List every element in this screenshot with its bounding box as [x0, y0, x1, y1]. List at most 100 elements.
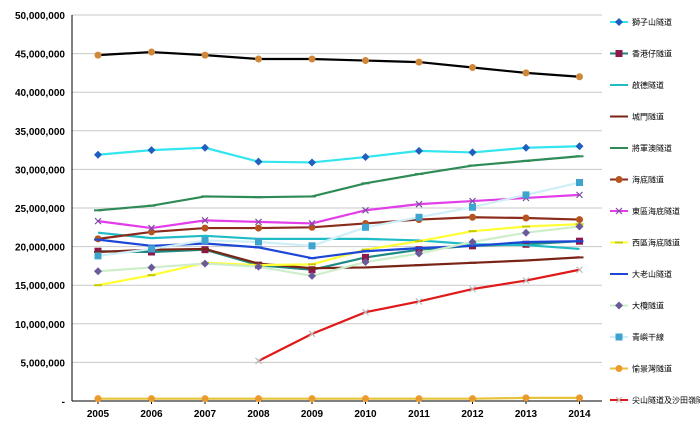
x-tick-label: 2007 — [194, 409, 217, 420]
legend-marker — [615, 50, 623, 57]
legend-label: 將軍澳隧道 — [632, 143, 672, 153]
series-line — [97, 155, 580, 212]
data-point — [469, 63, 476, 71]
data-point — [308, 158, 316, 167]
data-point — [468, 148, 477, 157]
data-point — [255, 238, 262, 246]
legend-label: 青嶼干線 — [632, 332, 664, 342]
legend-label: 西區海底隧道 — [632, 238, 680, 248]
data-point — [522, 277, 530, 284]
data-point — [362, 223, 369, 231]
x-tick-label: 2011 — [408, 409, 430, 420]
series-4 — [94, 247, 584, 270]
data-point — [201, 395, 209, 403]
data-point — [361, 153, 370, 162]
legend-item: 尖山隧道及沙田嶺隧道 — [610, 395, 700, 405]
legend-marker — [615, 365, 623, 372]
x-tick-label: 2009 — [301, 409, 324, 420]
legend-marker — [615, 396, 623, 404]
data-point — [522, 214, 530, 222]
legend-label: 東區海底隧道 — [632, 206, 680, 216]
series-line — [97, 223, 580, 287]
data-point — [255, 357, 262, 365]
data-point — [148, 224, 155, 232]
series-14 — [94, 48, 583, 81]
data-point — [255, 395, 262, 403]
data-point — [201, 259, 209, 268]
series-13 — [255, 266, 583, 365]
series-6 — [94, 213, 583, 243]
data-point — [362, 395, 369, 403]
plot-area — [94, 48, 584, 403]
data-point — [254, 262, 263, 271]
legend-marker — [615, 207, 623, 215]
data-point — [308, 271, 316, 280]
series-11 — [94, 179, 583, 260]
data-point — [468, 237, 477, 246]
data-point — [94, 252, 102, 260]
data-point — [361, 258, 370, 267]
data-point — [201, 236, 209, 244]
series-5 — [94, 155, 584, 212]
legend-item: 東區海底隧道 — [610, 206, 680, 216]
data-point — [147, 146, 156, 155]
data-point — [415, 249, 423, 258]
data-point — [469, 213, 476, 221]
legend-label: 尖山隧道及沙田嶺隧道 — [632, 395, 700, 405]
series-line — [97, 247, 580, 270]
x-tick-label: 2008 — [247, 409, 270, 420]
data-point — [254, 157, 263, 166]
y-tick-label: - — [62, 397, 65, 408]
series-10 — [94, 222, 584, 280]
series-line — [97, 193, 580, 230]
x-tick-label: 2005 — [87, 409, 110, 420]
legend-item: 大老山隧道 — [610, 269, 672, 279]
data-point — [415, 146, 423, 155]
data-point — [255, 218, 262, 226]
data-point — [415, 58, 423, 66]
data-point — [94, 395, 102, 403]
data-point — [362, 206, 369, 214]
legend-item: 香港仔隧道 — [610, 49, 672, 59]
series-line — [97, 216, 580, 240]
data-point — [308, 242, 316, 250]
series-line — [258, 268, 580, 362]
series-7 — [94, 191, 583, 232]
y-tick-label: 10,000,000 — [15, 320, 65, 331]
legend-label: 香港仔隧道 — [632, 49, 672, 59]
legend-item: 愉景灣隧道 — [610, 364, 672, 374]
series-12 — [94, 394, 583, 403]
data-point — [94, 217, 102, 225]
data-point — [94, 51, 102, 59]
data-point — [201, 51, 209, 59]
data-point — [94, 150, 102, 159]
data-point — [201, 224, 209, 232]
legend-marker — [615, 301, 623, 310]
data-point — [522, 69, 530, 77]
data-point — [522, 191, 530, 199]
data-point — [576, 394, 583, 402]
data-point — [469, 197, 476, 205]
y-tick-label: 5,000,000 — [21, 358, 66, 369]
series-line — [98, 396, 580, 400]
legend-item: 青嶼干線 — [610, 332, 664, 342]
data-point — [469, 395, 476, 403]
data-point — [469, 203, 476, 211]
legend-marker — [615, 176, 623, 183]
legend-label: 愉景灣隧道 — [632, 364, 672, 374]
legend-item: 城門隧道 — [610, 112, 664, 122]
data-point — [201, 143, 209, 152]
data-point — [362, 253, 369, 261]
legend-label: 大欖隧道 — [632, 301, 664, 311]
y-tick-label: 20,000,000 — [15, 243, 65, 254]
data-point — [415, 213, 423, 221]
data-point — [308, 223, 316, 231]
legend-label: 海底隧道 — [632, 175, 664, 185]
legend-label: 啟德隧道 — [632, 80, 664, 90]
data-point — [362, 57, 369, 65]
y-tick-label: 25,000,000 — [15, 204, 65, 215]
series-line — [97, 225, 580, 278]
y-tick-label: 50,000,000 — [15, 11, 65, 22]
x-tick-label: 2006 — [140, 409, 163, 420]
